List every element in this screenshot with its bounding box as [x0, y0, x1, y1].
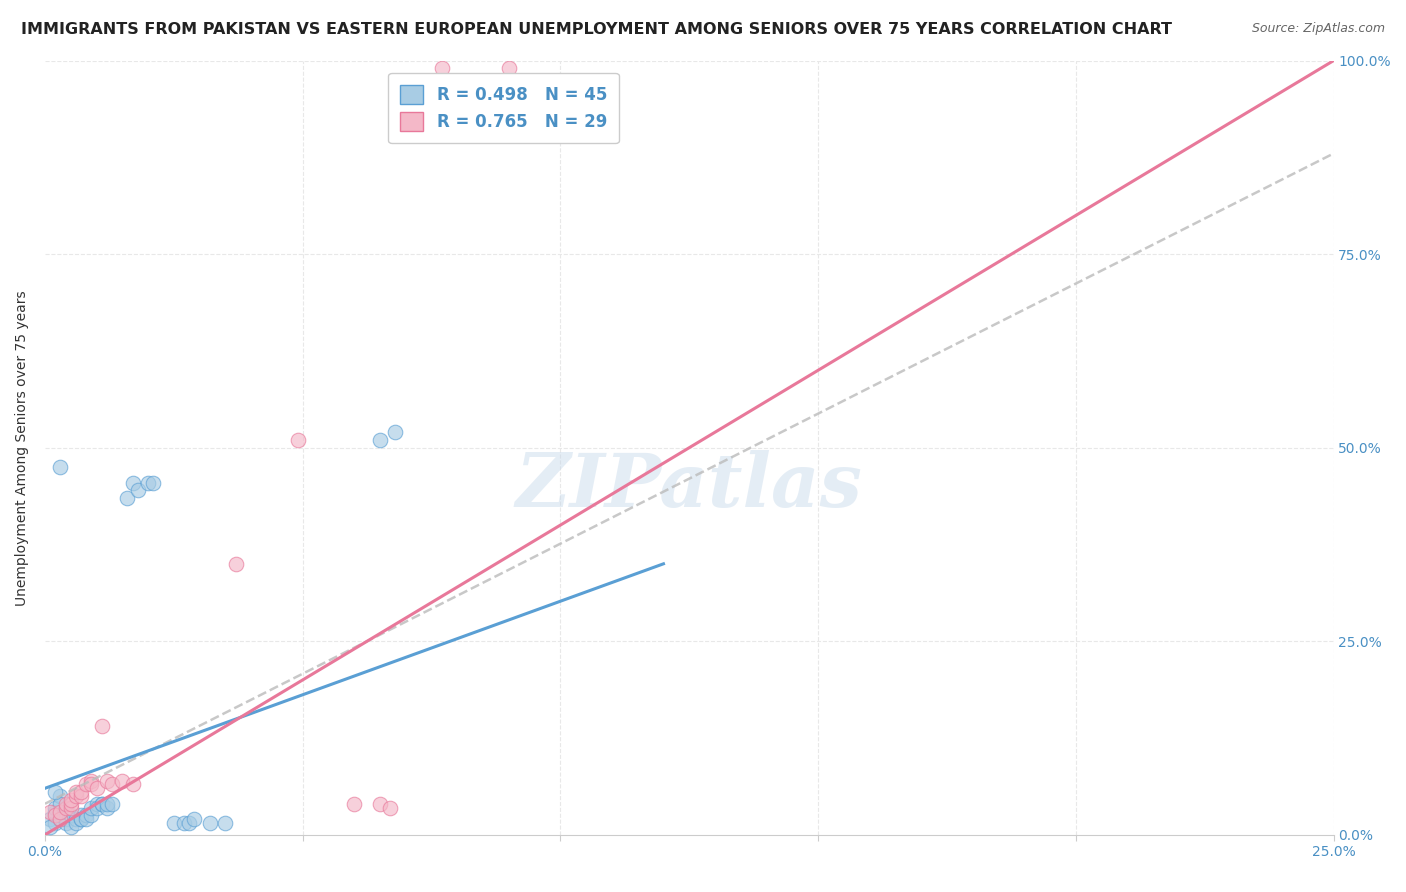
Point: [80, 777, 103, 791]
Point: [101, 777, 124, 791]
Point: [55, 816, 77, 830]
Point: [55, 797, 77, 811]
Point: [80, 800, 103, 814]
Point: [55, 805, 77, 819]
Point: [80, 773, 103, 788]
Point: [117, 491, 139, 505]
Point: [343, 797, 366, 811]
Point: [90, 719, 112, 733]
Point: [59, 797, 82, 811]
Point: [59, 793, 82, 807]
Point: [44, 805, 66, 819]
Point: [49, 797, 72, 811]
Point: [163, 816, 186, 830]
Point: [55, 800, 77, 814]
Point: [65, 789, 87, 803]
Point: [44, 808, 66, 822]
Point: [179, 816, 201, 830]
Point: [368, 797, 391, 811]
Point: [49, 805, 72, 819]
Point: [44, 816, 66, 830]
Point: [90, 797, 112, 811]
Point: [49, 812, 72, 826]
Point: [75, 812, 97, 826]
Point: [380, 800, 402, 814]
Point: [59, 808, 82, 822]
Point: [49, 812, 72, 826]
Point: [70, 785, 93, 799]
Point: [70, 812, 93, 826]
Point: [127, 483, 149, 498]
Point: [96, 773, 118, 788]
Point: [70, 812, 93, 826]
Point: [70, 808, 93, 822]
Point: [96, 800, 118, 814]
Point: [65, 785, 87, 799]
Legend: R = 0.498   N = 45, R = 0.765   N = 29: R = 0.498 N = 45, R = 0.765 N = 29: [388, 73, 619, 143]
Point: [49, 460, 72, 475]
Point: [225, 557, 247, 571]
Text: IMMIGRANTS FROM PAKISTAN VS EASTERN EUROPEAN UNEMPLOYMENT AMONG SENIORS OVER 75 : IMMIGRANTS FROM PAKISTAN VS EASTERN EURO…: [21, 22, 1173, 37]
Point: [198, 816, 221, 830]
Point: [49, 789, 72, 803]
Text: ZIPatlas: ZIPatlas: [516, 450, 863, 523]
Point: [75, 808, 97, 822]
Point: [65, 816, 87, 830]
Point: [142, 475, 165, 490]
Point: [70, 789, 93, 803]
Point: [39, 805, 62, 819]
Point: [44, 785, 66, 799]
Point: [44, 800, 66, 814]
Y-axis label: Unemployment Among Seniors over 75 years: Unemployment Among Seniors over 75 years: [15, 290, 30, 606]
Point: [430, 62, 453, 76]
Point: [214, 816, 236, 830]
Point: [287, 433, 309, 447]
Point: [121, 475, 143, 490]
Point: [75, 777, 97, 791]
Point: [86, 781, 108, 796]
Point: [86, 797, 108, 811]
Point: [96, 797, 118, 811]
Point: [368, 433, 391, 447]
Point: [39, 820, 62, 834]
Point: [121, 777, 143, 791]
Point: [498, 62, 520, 76]
Point: [111, 773, 134, 788]
Point: [49, 808, 72, 822]
Point: [384, 425, 406, 440]
Point: [173, 816, 195, 830]
Point: [101, 797, 124, 811]
Point: [59, 800, 82, 814]
Point: [183, 812, 205, 826]
Point: [65, 812, 87, 826]
Text: Source: ZipAtlas.com: Source: ZipAtlas.com: [1251, 22, 1385, 36]
Point: [90, 797, 112, 811]
Point: [80, 808, 103, 822]
Point: [55, 812, 77, 826]
Point: [86, 800, 108, 814]
Point: [136, 475, 159, 490]
Point: [59, 820, 82, 834]
Point: [39, 812, 62, 826]
